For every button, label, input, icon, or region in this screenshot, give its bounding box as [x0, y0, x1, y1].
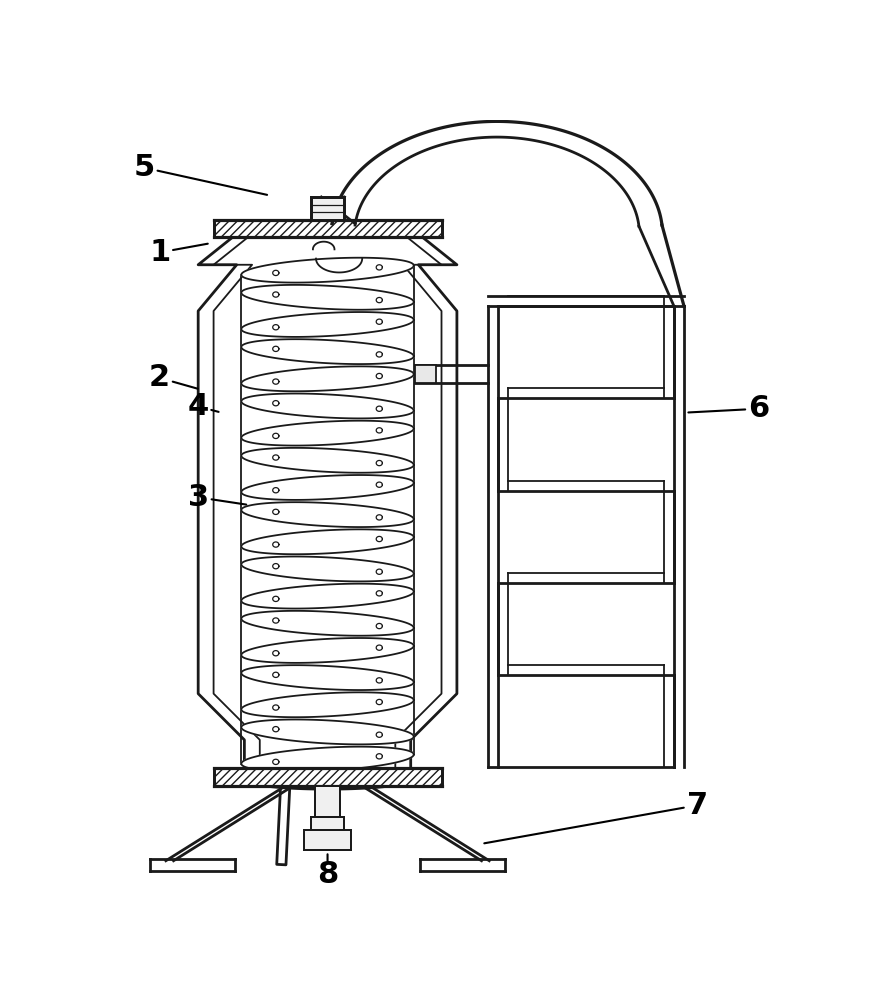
Polygon shape [273, 401, 279, 406]
Text: 6: 6 [747, 394, 768, 423]
Polygon shape [273, 270, 279, 276]
Polygon shape [375, 591, 381, 596]
Polygon shape [241, 312, 413, 337]
Text: 2: 2 [149, 363, 170, 392]
Polygon shape [375, 406, 381, 411]
Bar [213, 768, 441, 786]
Text: 7: 7 [686, 791, 707, 820]
Polygon shape [375, 297, 381, 303]
Polygon shape [273, 618, 279, 623]
Polygon shape [241, 421, 413, 446]
Polygon shape [241, 285, 413, 310]
Polygon shape [273, 509, 279, 514]
Bar [310, 197, 344, 220]
Text: 8: 8 [317, 860, 338, 889]
Polygon shape [241, 502, 413, 527]
Polygon shape [241, 475, 413, 500]
Bar [414, 365, 436, 383]
Polygon shape [375, 352, 381, 357]
Polygon shape [273, 433, 279, 439]
Polygon shape [241, 719, 413, 744]
Polygon shape [375, 460, 381, 466]
Polygon shape [241, 665, 413, 690]
Polygon shape [375, 732, 381, 737]
Polygon shape [273, 759, 279, 764]
Text: 4: 4 [188, 392, 209, 421]
Polygon shape [273, 727, 279, 732]
Polygon shape [241, 638, 413, 663]
Polygon shape [273, 292, 279, 297]
Polygon shape [375, 645, 381, 650]
Polygon shape [375, 536, 381, 542]
Polygon shape [375, 428, 381, 433]
Polygon shape [375, 482, 381, 487]
Polygon shape [375, 319, 381, 324]
Polygon shape [375, 623, 381, 629]
Polygon shape [241, 692, 413, 717]
Polygon shape [273, 379, 279, 384]
Polygon shape [241, 529, 413, 554]
Polygon shape [241, 747, 413, 772]
Polygon shape [273, 672, 279, 677]
Polygon shape [276, 786, 289, 865]
Polygon shape [273, 564, 279, 569]
Bar [310, 817, 344, 830]
Polygon shape [273, 346, 279, 351]
Polygon shape [273, 325, 279, 330]
Bar [304, 830, 350, 850]
Polygon shape [419, 859, 504, 871]
Text: 3: 3 [188, 483, 209, 512]
Bar [213, 220, 441, 237]
Polygon shape [273, 455, 279, 460]
Polygon shape [273, 488, 279, 493]
Polygon shape [241, 258, 413, 283]
Polygon shape [241, 611, 413, 636]
Text: 1: 1 [149, 238, 170, 267]
Polygon shape [375, 699, 381, 705]
Polygon shape [241, 394, 413, 418]
Polygon shape [375, 678, 381, 683]
Polygon shape [375, 754, 381, 759]
Polygon shape [375, 515, 381, 520]
Polygon shape [375, 373, 381, 379]
Polygon shape [273, 651, 279, 656]
Polygon shape [273, 596, 279, 602]
Polygon shape [241, 584, 413, 609]
Polygon shape [273, 542, 279, 547]
Polygon shape [375, 569, 381, 574]
Polygon shape [273, 705, 279, 710]
Polygon shape [375, 265, 381, 270]
Polygon shape [150, 859, 235, 871]
Polygon shape [362, 786, 488, 861]
Polygon shape [241, 557, 413, 581]
Polygon shape [241, 448, 413, 473]
Polygon shape [241, 366, 413, 391]
Bar [315, 786, 339, 817]
Polygon shape [241, 339, 413, 364]
Text: 5: 5 [133, 153, 154, 182]
Polygon shape [166, 786, 293, 861]
